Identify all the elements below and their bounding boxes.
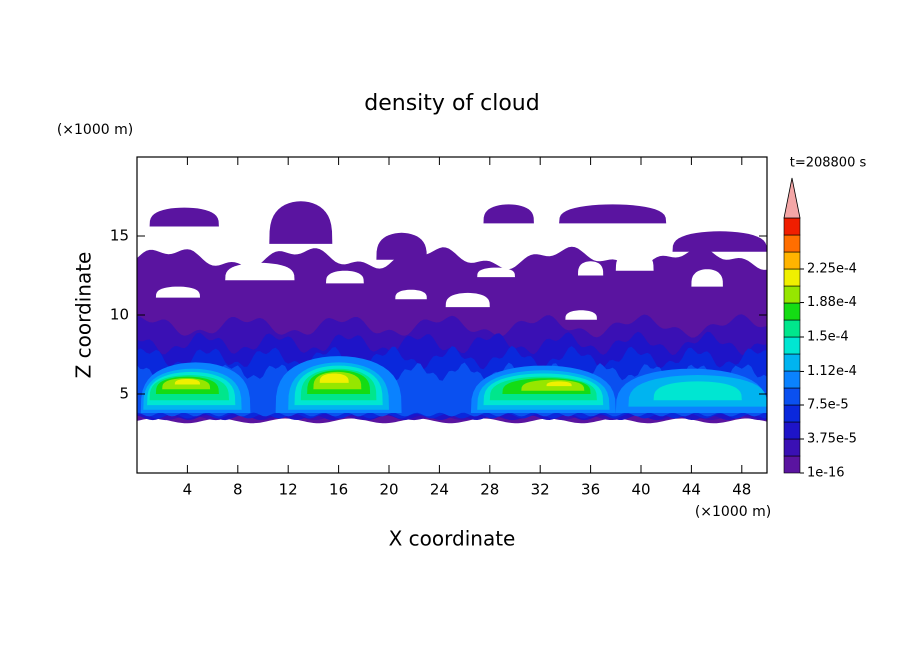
contour-hole [578, 261, 604, 276]
x-tick-label: 4 [183, 481, 193, 499]
colorbar-box [783, 421, 801, 440]
x-tick-label: 48 [732, 481, 751, 499]
colorbar-tick-label: 3.75e-5 [807, 432, 857, 447]
colorbar-tick-label: 2.25e-4 [807, 262, 857, 277]
contour-region [319, 373, 349, 383]
x-axis-label: X coordinate [389, 527, 516, 551]
contour-region [672, 231, 767, 252]
colorbar-box [783, 387, 801, 406]
y-tick-label: 15 [110, 227, 129, 245]
colorbar-box [783, 370, 801, 389]
contour-region [653, 381, 742, 401]
colorbar-extend [783, 177, 801, 219]
contour-hole [565, 310, 597, 320]
contour-hole [155, 286, 200, 298]
contour-hole [477, 267, 515, 278]
contour-region [559, 204, 667, 224]
colorbar-box [783, 268, 801, 287]
colorbar-tick-label: 1.12e-4 [807, 364, 857, 379]
time-annotation: t=208800 s [790, 156, 867, 171]
x-tick-label: 20 [379, 481, 398, 499]
x-tick-label: 8 [233, 481, 243, 499]
contour-region [546, 381, 572, 387]
contour-region [483, 204, 534, 224]
colorbar-box [783, 455, 801, 474]
contour-region [269, 201, 333, 244]
chart-title: density of cloud [364, 91, 539, 116]
contour-hole [445, 292, 490, 308]
colorbar-box [783, 217, 801, 236]
colorbar-box [783, 438, 801, 457]
x-unit: (×1000 m) [695, 504, 771, 520]
colorbar-box [783, 251, 801, 270]
colorbar-box [783, 302, 801, 321]
colorbar-box [783, 319, 801, 338]
x-tick-label: 16 [329, 481, 348, 499]
colorbar-box [783, 404, 801, 423]
y-axis-label: Z coordinate [72, 252, 96, 379]
x-tick-label: 40 [631, 481, 650, 499]
contour-region [376, 232, 427, 260]
x-tick-label: 12 [279, 481, 298, 499]
contour-hole [615, 251, 654, 271]
colorbar-box [783, 336, 801, 355]
colorbar-tick-label: 1e-16 [807, 466, 845, 481]
contour-hole [225, 262, 295, 281]
x-tick-label: 36 [581, 481, 600, 499]
contour-region [149, 207, 219, 227]
colorbar-tick-label: 7.5e-5 [807, 398, 849, 413]
contour-field [137, 201, 767, 424]
y-tick-label: 10 [110, 306, 129, 324]
colorbar-box [783, 234, 801, 253]
x-tick-label: 24 [430, 481, 449, 499]
contour-hole [326, 270, 364, 284]
colorbar-tick-label: 1.88e-4 [807, 295, 857, 310]
y-unit: (×1000 m) [57, 122, 133, 138]
colorbar-tick-label: 1.5e-4 [807, 330, 849, 345]
contour-hole [691, 269, 723, 287]
x-tick-label: 28 [480, 481, 499, 499]
contour-region [174, 379, 200, 385]
colorbar-box [783, 353, 801, 372]
y-tick-label: 5 [119, 385, 129, 403]
contour-hole [395, 289, 427, 300]
x-tick-label: 44 [682, 481, 701, 499]
colorbar-box [783, 285, 801, 304]
x-tick-label: 32 [531, 481, 550, 499]
